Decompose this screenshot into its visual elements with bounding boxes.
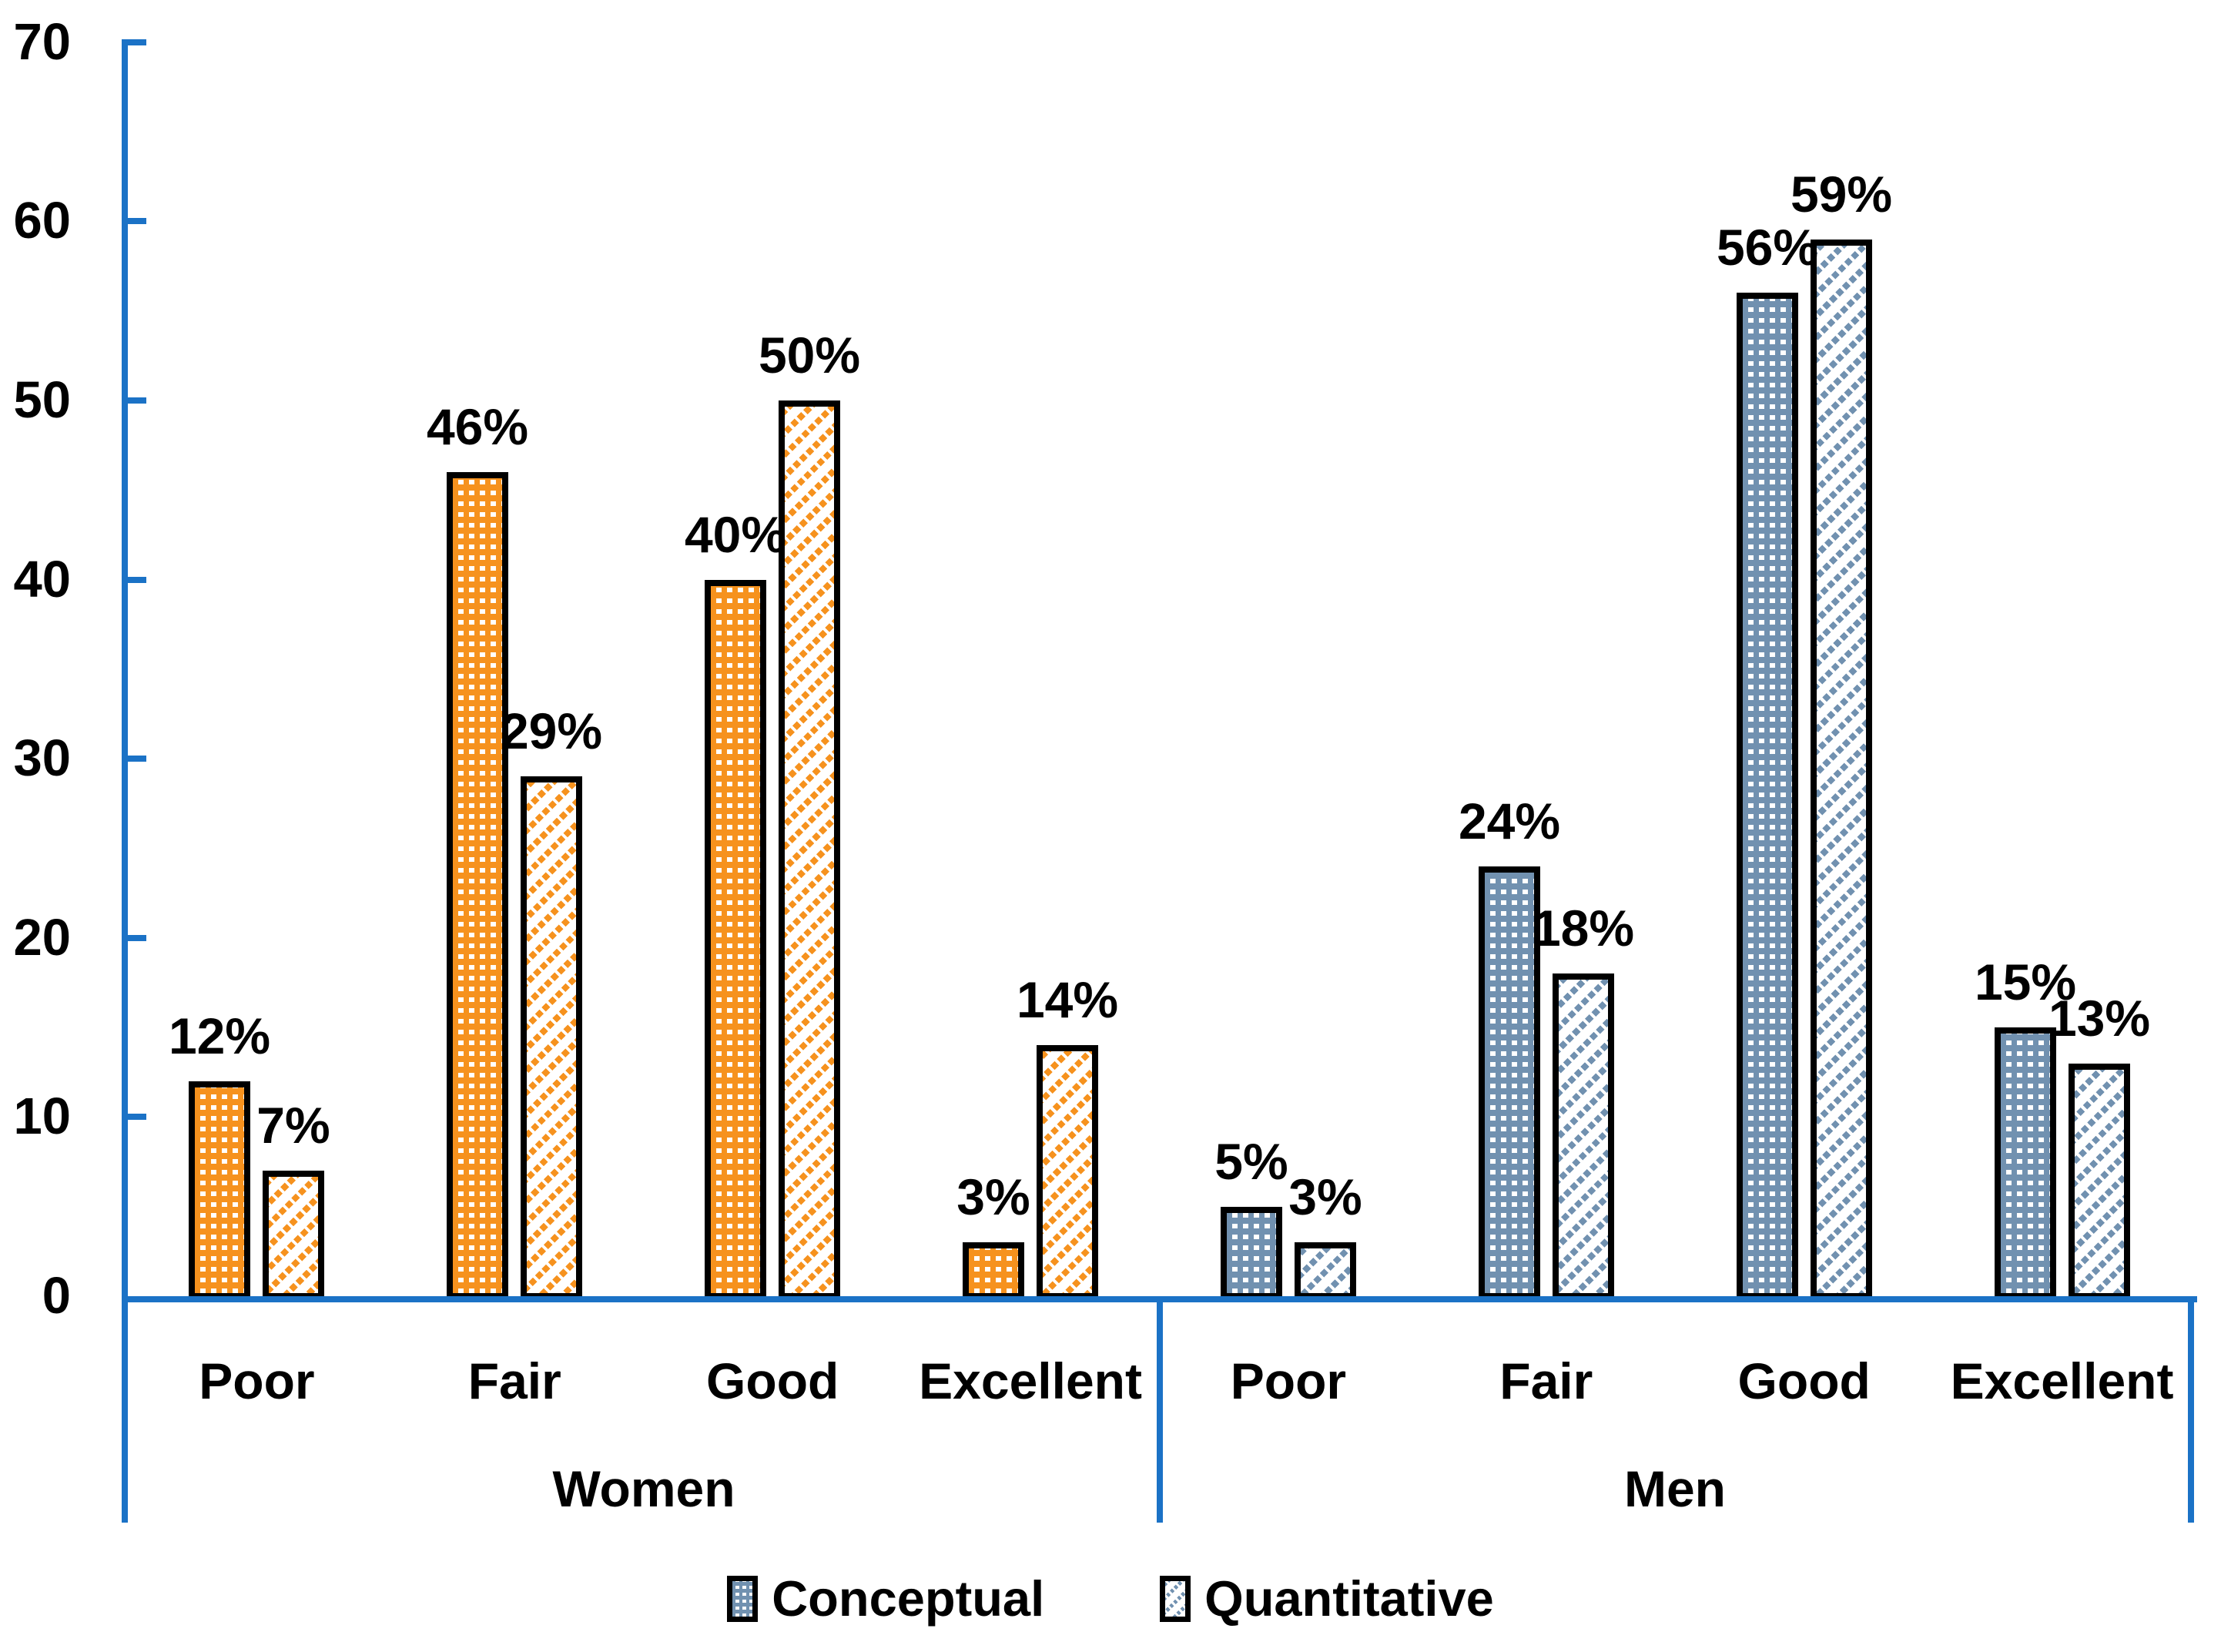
bar-value-label: 3% bbox=[956, 1168, 1030, 1225]
bar-women-fair-quantitative bbox=[521, 776, 582, 1299]
y-axis-tick-label: 30 bbox=[13, 729, 71, 788]
y-axis-tick-label: 20 bbox=[13, 908, 71, 967]
group-label-men: Men bbox=[1624, 1460, 1726, 1517]
bar-men-excellent-quantitative bbox=[2069, 1064, 2130, 1299]
legend-label: Conceptual bbox=[772, 1570, 1045, 1627]
legend-label: Quantitative bbox=[1204, 1570, 1494, 1627]
bar-men-good-quantitative bbox=[1811, 240, 1872, 1299]
bar-value-label: 59% bbox=[1790, 166, 1893, 223]
y-axis-tick-mark bbox=[122, 756, 146, 762]
bar-value-label: 5% bbox=[1214, 1133, 1288, 1190]
bar-women-poor-conceptual bbox=[189, 1081, 250, 1299]
bar-men-fair-quantitative bbox=[1553, 973, 1614, 1299]
bar-value-label: 40% bbox=[684, 506, 787, 563]
bar-men-good-conceptual bbox=[1737, 293, 1798, 1299]
bar-value-label: 7% bbox=[256, 1097, 330, 1154]
category-label: Excellent bbox=[1950, 1352, 2174, 1409]
bar-value-label: 14% bbox=[1016, 971, 1119, 1028]
bar-value-label: 13% bbox=[2048, 990, 2151, 1047]
y-axis-tick-label: 10 bbox=[13, 1087, 71, 1146]
bar-women-good-conceptual bbox=[705, 580, 766, 1299]
bar-women-poor-quantitative bbox=[263, 1171, 324, 1299]
bar-men-poor-conceptual bbox=[1221, 1207, 1282, 1299]
legend-item-quantitative: Quantitative bbox=[1160, 1570, 1494, 1627]
bar-value-label: 24% bbox=[1458, 792, 1561, 849]
bar-women-fair-conceptual bbox=[447, 472, 508, 1299]
bar-value-label: 50% bbox=[758, 327, 861, 384]
y-axis-line bbox=[122, 39, 128, 1523]
group-separator-line bbox=[1157, 1302, 1163, 1523]
category-label: Fair bbox=[1499, 1352, 1593, 1409]
legend-item-conceptual: Conceptual bbox=[727, 1570, 1044, 1627]
y-axis-tick-label: 70 bbox=[13, 12, 71, 71]
bar-value-label: 46% bbox=[426, 398, 529, 455]
bar-value-label: 12% bbox=[168, 1007, 271, 1064]
y-axis-tick-label: 0 bbox=[42, 1267, 71, 1325]
bar-value-label: 56% bbox=[1716, 219, 1819, 276]
category-label: Good bbox=[1737, 1352, 1871, 1409]
bar-value-label: 29% bbox=[500, 702, 603, 759]
category-label: Good bbox=[706, 1352, 839, 1409]
bar-women-good-quantitative bbox=[779, 400, 840, 1299]
legend-swatch-diagonal-icon bbox=[1160, 1575, 1191, 1622]
y-axis-tick-label: 40 bbox=[13, 550, 71, 608]
category-label: Poor bbox=[199, 1352, 315, 1409]
y-axis-tick-label: 60 bbox=[13, 192, 71, 250]
y-axis-tick-mark bbox=[122, 576, 146, 583]
bar-men-fair-conceptual bbox=[1479, 866, 1540, 1299]
legend-swatch-dots-icon bbox=[727, 1575, 759, 1622]
bar-women-excellent-conceptual bbox=[963, 1242, 1024, 1299]
bar-men-excellent-conceptual bbox=[1995, 1027, 2056, 1299]
x-axis-line bbox=[122, 1296, 2197, 1302]
bar-women-excellent-quantitative bbox=[1037, 1045, 1098, 1299]
bar-value-label: 3% bbox=[1288, 1168, 1362, 1225]
y-axis-tick-mark bbox=[122, 934, 146, 941]
y-axis-tick-mark bbox=[122, 1114, 146, 1121]
bar-men-poor-quantitative bbox=[1295, 1242, 1356, 1299]
bar-value-label: 15% bbox=[1974, 953, 2077, 1010]
y-axis-tick-mark bbox=[122, 218, 146, 225]
y-axis-tick-mark bbox=[122, 397, 146, 404]
y-axis-tick-label: 50 bbox=[13, 371, 71, 429]
plot-right-border-line bbox=[2188, 1296, 2194, 1523]
legend: Conceptual Quantitative bbox=[0, 1570, 2221, 1627]
group-label-women: Women bbox=[552, 1460, 735, 1517]
category-label: Excellent bbox=[919, 1352, 1142, 1409]
y-axis-tick-mark bbox=[122, 39, 146, 45]
bar-value-label: 18% bbox=[1532, 900, 1635, 957]
category-label: Poor bbox=[1230, 1352, 1347, 1409]
category-label: Fair bbox=[467, 1352, 561, 1409]
